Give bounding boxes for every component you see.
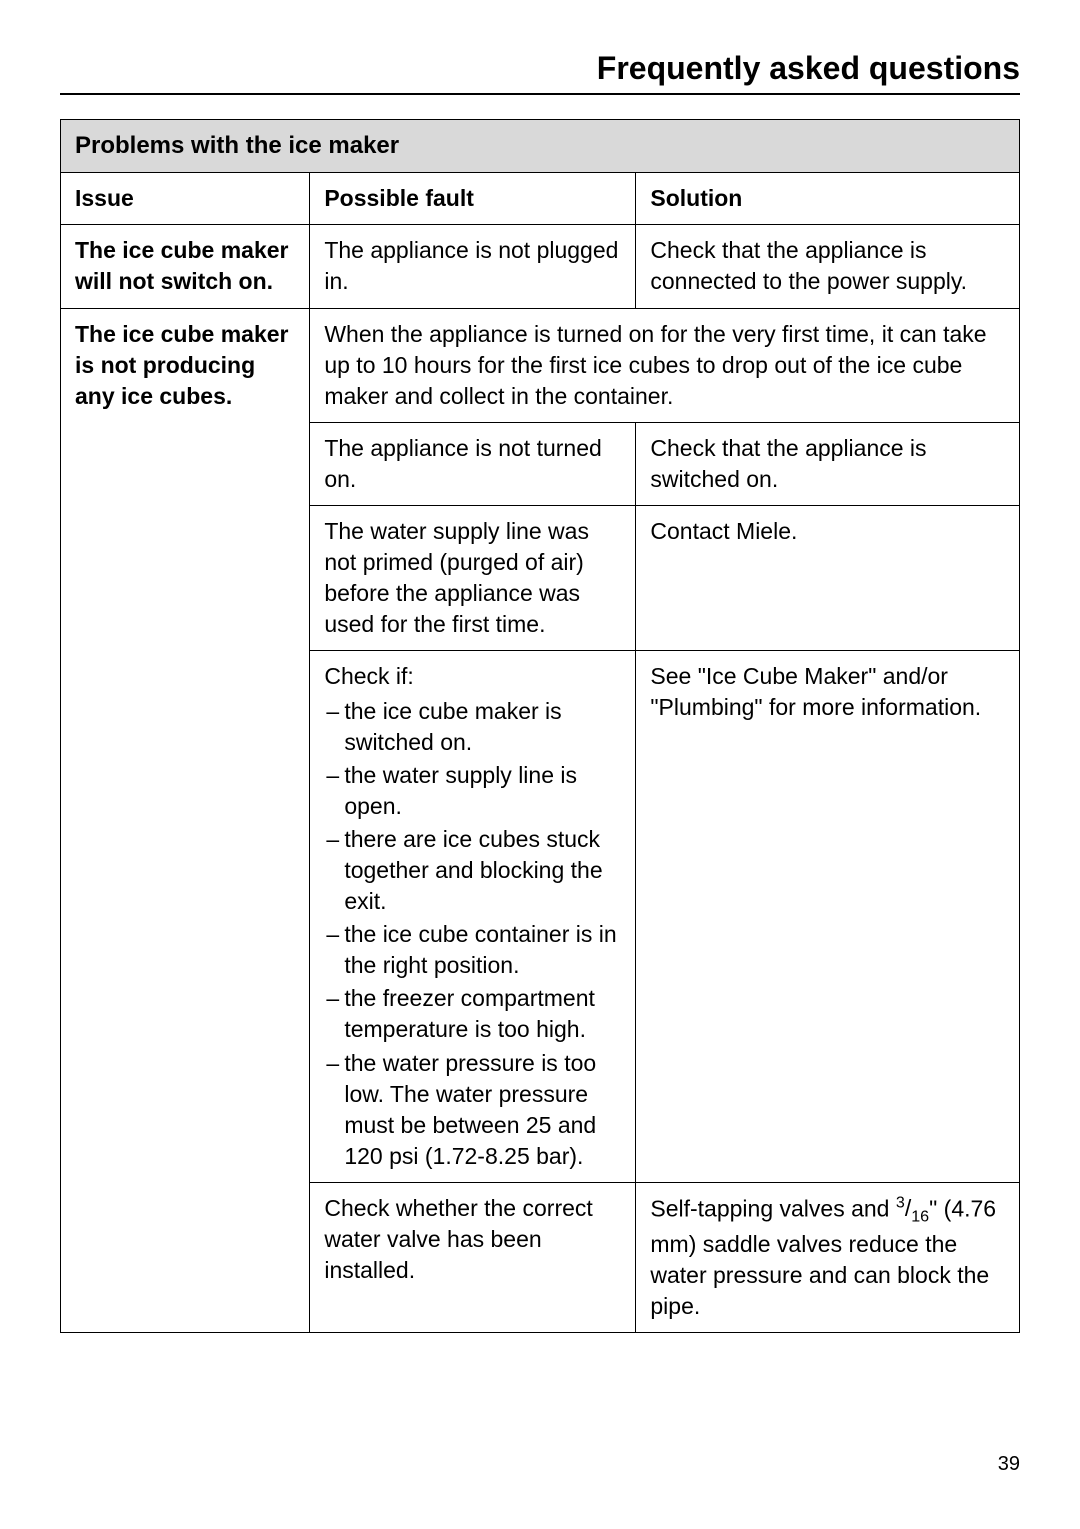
col-header-fault: Possible fault [310,173,636,225]
fault-solution-merged-cell: When the appliance is turned on for the … [310,308,1020,422]
title-rule [60,93,1020,95]
fraction-denominator: 16 [911,1208,929,1226]
section-header: Problems with the ice maker [61,120,1020,173]
check-text: the ice cube container is in the right p… [344,919,621,981]
col-header-issue: Issue [61,173,310,225]
list-item: – the water pressure is too low. The wat… [324,1048,621,1172]
fault-cell: Check whether the correct water valve ha… [310,1182,636,1332]
fraction-numerator: 3 [896,1194,905,1212]
dash-icon: – [324,983,344,1045]
issue-cell: The ice cube maker will not switch on. [61,225,310,308]
faq-table: Problems with the ice maker Issue Possib… [60,119,1020,1333]
fault-cell: Check if: – the ice cube maker is switch… [310,650,636,1182]
issue-cell: The ice cube maker is not producing any … [61,308,310,1332]
check-text: the water pressure is too low. The water… [344,1048,621,1172]
check-text: the freezer compartment temperature is t… [344,983,621,1045]
page-number: 39 [60,1453,1020,1476]
table-row: The ice cube maker will not switch on. T… [61,225,1020,308]
page-title: Frequently asked questions [60,50,1020,87]
solution-cell: Self-tapping valves and 3/16" (4.76 mm) … [636,1182,1020,1332]
list-item: – the water supply line is open. [324,760,621,822]
list-item: – the ice cube maker is switched on. [324,696,621,758]
fault-cell: The water supply line was not primed (pu… [310,505,636,650]
dash-icon: – [324,824,344,917]
list-item: – the freezer compartment temperature is… [324,983,621,1045]
section-header-row: Problems with the ice maker [61,120,1020,173]
check-text: the ice cube maker is switched on. [344,696,621,758]
check-text: there are ice cubes stuck together and b… [344,824,621,917]
column-header-row: Issue Possible fault Solution [61,173,1020,225]
check-intro: Check if: [324,661,621,692]
check-list: – the ice cube maker is switched on. – t… [324,696,621,1172]
solution-cell: Check that the appliance is switched on. [636,422,1020,505]
dash-icon: – [324,1048,344,1172]
fault-cell: The appliance is not turned on. [310,422,636,505]
dash-icon: – [324,696,344,758]
fraction: 3/16 [896,1195,929,1221]
table-row: The ice cube maker is not producing any … [61,308,1020,422]
col-header-solution: Solution [636,173,1020,225]
check-text: the water supply line is open. [344,760,621,822]
dash-icon: – [324,919,344,981]
fault-cell: The appliance is not plugged in. [310,225,636,308]
solution-cell: Contact Miele. [636,505,1020,650]
list-item: – there are ice cubes stuck together and… [324,824,621,917]
solution-cell: See "Ice Cube Maker" and/or "Plumbing" f… [636,650,1020,1182]
list-item: – the ice cube container is in the right… [324,919,621,981]
solution-text-pre: Self-tapping valves and [650,1195,896,1221]
solution-cell: Check that the appliance is connected to… [636,225,1020,308]
dash-icon: – [324,760,344,822]
